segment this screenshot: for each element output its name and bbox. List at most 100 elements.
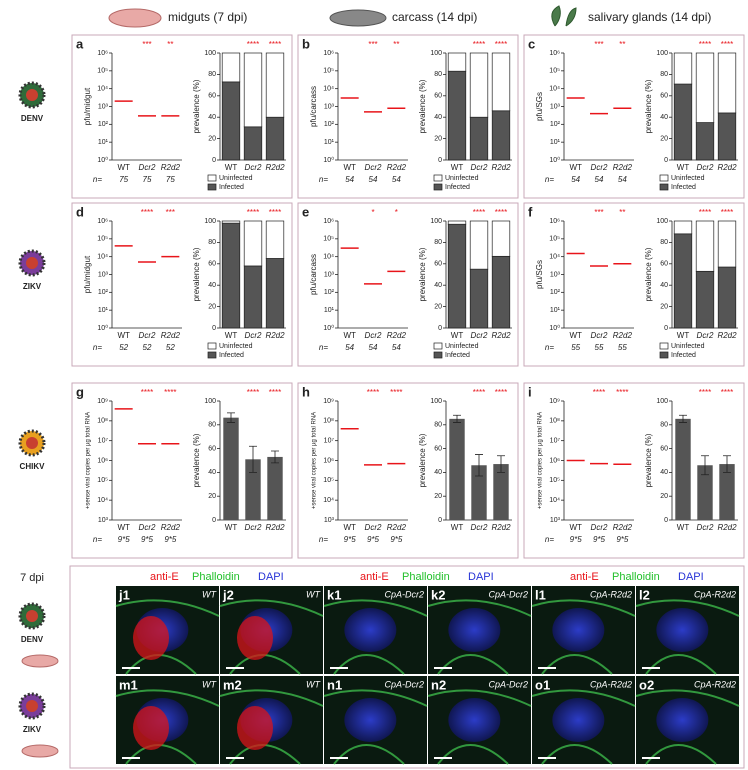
legend-label: Infected [219, 184, 244, 191]
bar [719, 464, 735, 520]
time-label: 7 dpi [20, 572, 44, 584]
y-tick-label: 10⁵ [323, 68, 334, 75]
y-tick-label: 100 [656, 218, 668, 225]
y-tick-label: 10⁵ [323, 477, 334, 484]
y-tick-label: 10³ [98, 517, 109, 524]
stain-label: anti-E [150, 571, 179, 583]
y-tick-label: 40 [208, 282, 216, 289]
legend-swatch [433, 342, 443, 350]
x-tick-label: Dcr2 [245, 163, 262, 172]
panel-letter: k2 [431, 587, 445, 602]
bar-segment [447, 220, 467, 225]
panel-letter: h [302, 384, 310, 399]
bar-segment [491, 255, 511, 329]
x-tick-label: Dcr2 [139, 523, 156, 532]
bar-segment [221, 81, 241, 161]
panel-letter: l2 [639, 587, 650, 602]
n-value: 55 [571, 343, 580, 352]
x-tick-label: R2d2 [161, 163, 181, 172]
n-label: n= [319, 535, 328, 544]
y-tick-label: 100 [430, 50, 442, 57]
stain-label: Phalloidin [192, 571, 240, 583]
x-tick-label: WT [677, 331, 690, 340]
y-tick-label: 100 [656, 50, 668, 57]
significance: ** [619, 208, 625, 217]
panel-letter: m1 [119, 677, 138, 692]
infection-signal [133, 706, 169, 750]
significance: *** [594, 208, 603, 217]
bar-segment [491, 220, 511, 257]
n-value: 75 [143, 175, 152, 184]
bar-segment [221, 220, 241, 224]
bar-segment [243, 126, 263, 161]
y-tick-label: 100 [430, 398, 442, 405]
panel-letter: l1 [535, 587, 546, 602]
n-value: 9*5 [390, 535, 403, 544]
y-tick-label: 40 [434, 114, 442, 121]
y-tick-label: 10⁰ [549, 324, 560, 332]
midgut-icon [21, 654, 59, 668]
infection-signal [237, 706, 273, 750]
x-tick-label: Dcr2 [471, 523, 488, 532]
y-tick-label: 40 [434, 282, 442, 289]
stain-label: DAPI [258, 571, 284, 583]
n-value: 52 [143, 343, 152, 352]
panel-letter: o2 [639, 677, 654, 692]
error-bar [723, 455, 731, 473]
bar-segment [717, 220, 737, 268]
panel-letter: o1 [535, 677, 550, 692]
y-tick-label: 40 [208, 114, 216, 121]
y-tick-label: 10¹ [98, 307, 109, 314]
nucleus [448, 698, 501, 742]
y-tick-label: 10⁰ [323, 156, 334, 164]
y-tick-label: 10⁴ [549, 86, 560, 93]
row-label: CHIKV [20, 462, 46, 471]
n-value: 54 [571, 175, 580, 184]
panel-letter: g [76, 384, 84, 399]
panel-box [523, 382, 745, 559]
y-tick-label: 80 [434, 422, 442, 429]
n-label: n= [93, 343, 102, 352]
stain-label: Phalloidin [402, 571, 450, 583]
virus-core [26, 89, 38, 101]
y-tick-label: 20 [660, 135, 668, 142]
bar-segment [673, 220, 693, 235]
y-tick-label: 20 [434, 493, 442, 500]
y-axis-label: +sense viral copies per µg total RNA [538, 412, 544, 509]
panel-caption: CpA-R2d2 [590, 589, 632, 599]
x-tick-label: Dcr2 [471, 331, 488, 340]
y-tick-label: 0 [438, 325, 442, 332]
y-tick-label: 10⁷ [98, 438, 109, 445]
legend-label: Uninfected [671, 175, 705, 182]
row-label: DENV [21, 635, 44, 644]
x-tick-label: WT [343, 331, 356, 340]
significance: **** [247, 208, 259, 217]
n-label: n= [319, 175, 328, 184]
y-axis-label: pfu/carcass [309, 86, 318, 127]
y-tick-label: 10⁹ [549, 398, 560, 405]
y-tick-label: 10⁶ [323, 457, 334, 464]
stain-label: DAPI [678, 571, 704, 583]
y-tick-label: 100 [204, 398, 216, 405]
significance: **** [699, 388, 711, 397]
y-tick-label: 10⁴ [97, 86, 108, 93]
bar [471, 465, 487, 520]
panel-letter: a [76, 36, 84, 51]
bar-segment [491, 110, 511, 161]
y-tick-label: 60 [660, 445, 668, 452]
x-tick-label: WT [117, 523, 130, 532]
x-tick-label: WT [451, 163, 464, 172]
y-axis-label: prevalence (%) [192, 433, 201, 487]
n-value: 54 [369, 343, 378, 352]
y-axis-label: prevalence (%) [644, 247, 653, 301]
y-tick-label: 10⁸ [97, 418, 108, 425]
n-value: 9*5 [367, 535, 380, 544]
y-tick-label: 10³ [550, 517, 561, 524]
y-tick-label: 20 [660, 493, 668, 500]
bar-segment [243, 265, 263, 329]
bar [449, 418, 465, 520]
bar [675, 418, 691, 520]
y-tick-label: 10⁶ [549, 50, 560, 57]
n-label: n= [545, 343, 554, 352]
